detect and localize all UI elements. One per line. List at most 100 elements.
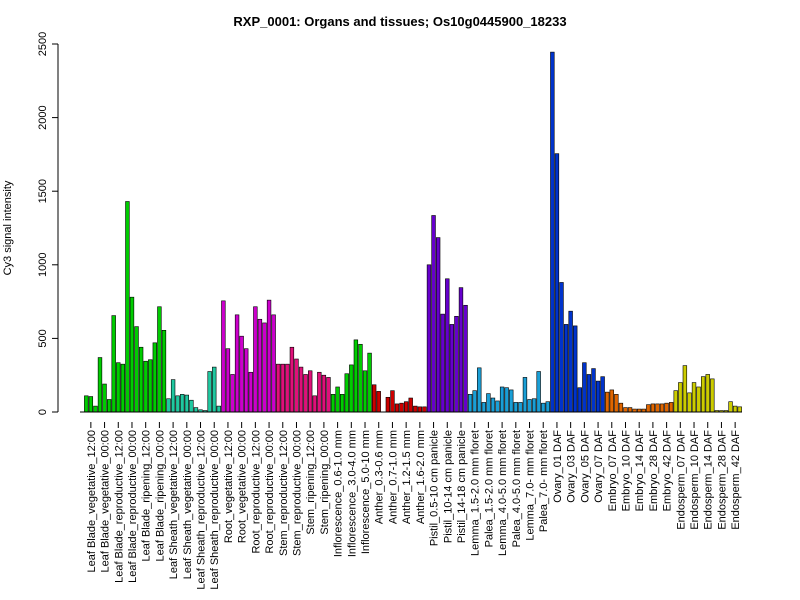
bar [467, 394, 473, 413]
bar [271, 314, 276, 413]
bar [618, 402, 624, 413]
bar [111, 315, 116, 413]
x-tick-label: Root_reproductive_00:00 [264, 430, 276, 554]
bar [125, 201, 130, 413]
y-tick-label: 2500 [37, 32, 49, 56]
bar [285, 363, 290, 413]
bar [426, 264, 432, 413]
y-tick-label: 500 [37, 329, 49, 347]
bar [312, 395, 317, 413]
bar [157, 306, 162, 413]
x-tick-label: Endosperm_14 DAF [703, 430, 715, 530]
bar [454, 316, 459, 413]
bar [225, 348, 231, 413]
bar [152, 342, 157, 413]
bar [678, 382, 683, 413]
bar [682, 365, 688, 413]
bar [129, 296, 135, 413]
x-tick-label: Embryo_28 DAF [648, 430, 660, 512]
x-tick-label: Endosperm_42 DAF [730, 430, 742, 530]
bar [266, 299, 272, 413]
bar [321, 374, 327, 413]
bar [477, 367, 482, 413]
chart-title: RXP_0001: Organs and tissues; Os10g04459… [233, 14, 566, 29]
bar [563, 324, 569, 413]
bar [413, 405, 418, 413]
bar [138, 346, 144, 413]
bar [193, 407, 199, 413]
bar [627, 407, 633, 413]
bar [495, 400, 500, 413]
bar [93, 405, 98, 413]
bar [655, 403, 660, 413]
bar [509, 389, 514, 413]
bar [673, 390, 678, 413]
x-tick-label: Lemma_4.0-5.0 mm floret [497, 430, 509, 556]
x-tick-label: Embryo_42 DAF [662, 430, 674, 512]
bar [88, 396, 94, 413]
bar [330, 394, 336, 413]
bar [472, 390, 477, 413]
bar [577, 387, 582, 413]
x-tick-label: Root_reproductive_12:00 [250, 430, 262, 554]
bar [166, 398, 171, 413]
x-tick-label: Leaf Sheath_vegetative_12:00 [168, 430, 180, 579]
x-tick-label: Leaf Blade_ripening_00:00 [154, 430, 166, 562]
bar [541, 402, 546, 413]
x-tick-label: Palea_1.5-2.0 mm floret [483, 430, 495, 547]
bar [499, 386, 505, 413]
bar [148, 359, 153, 413]
x-tick-label: Root_vegetative_12:00 [223, 430, 235, 543]
bar [289, 346, 295, 413]
bar [595, 380, 601, 413]
bar [463, 304, 468, 413]
x-tick-label: Leaf Blade_vegetative_00:00 [100, 430, 112, 573]
bar [102, 383, 107, 413]
bar [335, 386, 340, 413]
bar [349, 364, 354, 413]
bar [390, 390, 395, 413]
x-tick-label: Palea_7.0- mm floret [538, 430, 550, 532]
x-tick-label: Endosperm_28 DAF [716, 430, 728, 530]
bar [600, 376, 605, 413]
bar [659, 403, 665, 413]
bar [298, 366, 304, 413]
bar [175, 395, 180, 413]
bar [582, 362, 587, 413]
x-tick-label: Endosperm_07 DAF [675, 430, 687, 530]
bar [376, 391, 381, 413]
bar [417, 406, 423, 413]
bar [344, 373, 349, 413]
x-tick-label: Embryo_14 DAF [634, 430, 646, 512]
bar [97, 357, 103, 413]
x-tick-label: Ovary_05 DAF [579, 430, 591, 503]
bar [522, 377, 528, 413]
bar [358, 343, 363, 413]
bar [431, 215, 436, 413]
x-tick-label: Ovary_01 DAF [552, 430, 564, 503]
bar [573, 325, 578, 413]
bar [385, 396, 391, 413]
bar [591, 368, 596, 413]
y-axis-label: Cy3 signal intensity [2, 180, 14, 275]
bar [367, 352, 372, 413]
bar [696, 386, 701, 413]
bar [710, 378, 715, 413]
bar [403, 401, 409, 413]
bar [308, 370, 313, 413]
y-axis: 0 500 1000 1500 2000 2500 [37, 32, 59, 415]
x-tick-label: Leaf Blade_reproductive_00:00 [127, 430, 139, 583]
x-tick-label: Embryo_07 DAF [607, 430, 619, 512]
bar [518, 402, 523, 413]
bar [504, 387, 509, 413]
bar [554, 153, 560, 413]
bar [490, 397, 496, 413]
x-tick-label: Pistil_0.5-10 cm panicle [429, 430, 441, 546]
bar [248, 371, 253, 413]
bar [705, 374, 710, 413]
x-tick-label: Stem_ripening_00:00 [319, 430, 331, 535]
bar [253, 306, 258, 413]
bar [294, 358, 299, 413]
x-tick-label: Inflorescence_5.0-10 mm [360, 430, 372, 554]
